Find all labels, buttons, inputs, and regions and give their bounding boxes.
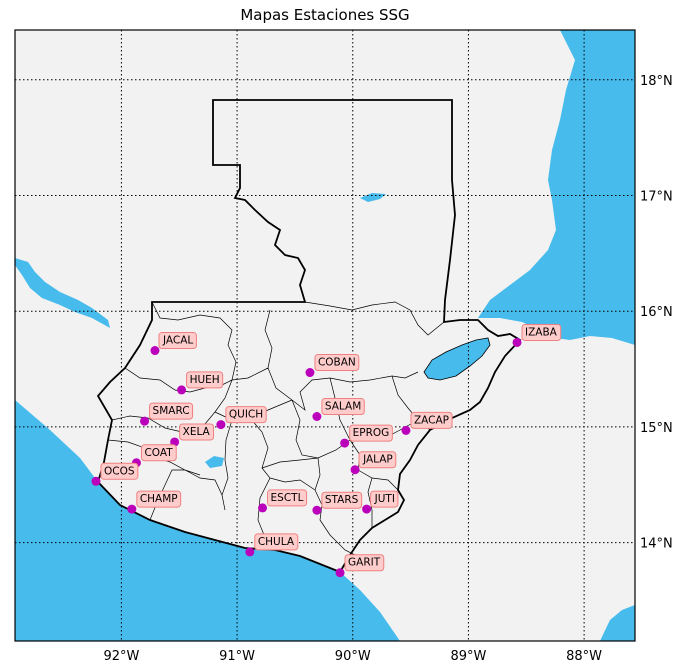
station-label-box — [344, 554, 385, 572]
station-marker[interactable] — [340, 438, 350, 448]
station-label: QUICH — [229, 409, 263, 421]
station-marker[interactable] — [312, 505, 322, 515]
pacific-ocean — [15, 400, 400, 641]
station-label-box — [321, 491, 363, 509]
guatemala-border — [96, 99, 522, 574]
station-label-box — [410, 411, 453, 429]
station-label-box — [321, 398, 365, 416]
lat-tick-label: 16°N — [640, 305, 673, 320]
station-marker[interactable] — [216, 420, 226, 430]
station-label: COBAN — [318, 357, 356, 369]
station-label: ESCTL — [271, 492, 304, 504]
station-label-box — [254, 533, 299, 551]
station-label-box — [267, 489, 308, 507]
station-champ[interactable]: CHAMP — [127, 490, 182, 514]
station-marker[interactable] — [258, 503, 268, 513]
station-marker[interactable] — [140, 416, 150, 426]
station-marker[interactable] — [512, 337, 522, 347]
station-hueh[interactable]: HUEH — [177, 371, 224, 395]
station-xela[interactable]: XELA — [170, 423, 215, 447]
station-label: XELA — [183, 426, 211, 438]
station-label-box — [349, 424, 393, 442]
caribbean-sea — [478, 30, 635, 345]
station-label-box — [179, 423, 215, 441]
station-marker[interactable] — [150, 346, 160, 356]
station-label-box — [358, 451, 397, 469]
station-marker[interactable] — [335, 568, 345, 578]
station-coban[interactable]: COBAN — [305, 354, 360, 378]
station-marker[interactable] — [350, 465, 360, 475]
station-stars[interactable]: STARS — [312, 491, 363, 515]
lake-izabal — [423, 337, 491, 381]
station-label: HUEH — [190, 374, 220, 386]
station-label-box — [225, 406, 267, 424]
station-garit[interactable]: GARIT — [335, 554, 385, 578]
tick-labels: 92°W 91°W 90°W 89°W 88°W 18°N 17°N 16°N 15°N 14°N — [103, 74, 672, 664]
station-label-box — [186, 371, 224, 389]
water-southeast — [600, 605, 635, 641]
station-quich[interactable]: QUICH — [216, 406, 267, 430]
station-label: CHULA — [258, 536, 295, 548]
station-marker[interactable] — [362, 504, 372, 514]
station-marker[interactable] — [401, 425, 411, 435]
station-izaba[interactable]: IZABA — [512, 323, 562, 347]
station-label-box — [140, 444, 177, 462]
station-label: OCOS — [104, 465, 135, 477]
lon-tick-label: 89°W — [450, 649, 486, 664]
station-marker[interactable] — [245, 547, 255, 557]
station-label: JALAP — [362, 454, 393, 466]
station-marker[interactable] — [170, 437, 180, 447]
station-label-box — [521, 323, 562, 341]
station-coat[interactable]: COAT — [131, 444, 177, 468]
station-marker[interactable] — [177, 385, 187, 395]
lon-tick-label: 90°W — [335, 649, 371, 664]
station-chula[interactable]: CHULA — [245, 533, 299, 557]
station-smarc[interactable]: SMARC — [140, 402, 194, 426]
station-label-box — [314, 354, 360, 372]
station-marker[interactable] — [312, 412, 322, 422]
station-label-box — [136, 490, 182, 508]
lon-tick-label: 91°W — [219, 649, 255, 664]
station-label: EPROG — [353, 427, 390, 439]
station-label-box — [149, 402, 194, 420]
station-label: COAT — [144, 447, 173, 459]
lat-tick-label: 18°N — [640, 74, 673, 89]
lat-tick-label: 14°N — [640, 537, 673, 552]
station-marker[interactable] — [305, 368, 315, 378]
station-marker[interactable] — [127, 504, 137, 514]
station-esctl[interactable]: ESCTL — [258, 489, 308, 513]
station-jalap[interactable]: JALAP — [350, 451, 397, 475]
station-label: JUTI — [374, 493, 395, 505]
station-label: JACAL — [162, 335, 193, 347]
station-label: SALAM — [325, 401, 361, 413]
station-juti[interactable]: JUTI — [362, 490, 399, 514]
lat-tick-label: 15°N — [640, 421, 673, 436]
station-label: SMARC — [153, 405, 190, 417]
station-label: GARIT — [348, 557, 381, 569]
station-label-box — [370, 490, 399, 508]
station-jacal[interactable]: JACAL — [150, 332, 197, 356]
water-northwest — [15, 258, 110, 328]
station-label-box — [158, 332, 197, 350]
station-zacap[interactable]: ZACAP — [401, 411, 453, 435]
station-label-box — [100, 462, 139, 480]
map-frame — [14, 29, 636, 642]
station-label: CHAMP — [140, 493, 178, 505]
lat-tick-label: 17°N — [640, 189, 673, 204]
station-ocos[interactable]: OCOS — [91, 462, 139, 486]
map-title: Mapas Estaciones SSG — [240, 6, 410, 24]
gridlines — [15, 30, 635, 641]
lon-tick-label: 88°W — [566, 649, 602, 664]
lake-atitlan — [205, 456, 224, 468]
station-label: ZACAP — [414, 414, 449, 426]
station-label: STARS — [325, 494, 359, 506]
station-marker[interactable] — [91, 476, 101, 486]
stations-layer: JACAL HUEH COBAN IZABA SMARC QUICH SALAM ZACAP X… — [91, 323, 562, 578]
lon-tick-label: 92°W — [103, 649, 139, 664]
station-label: IZABA — [525, 326, 558, 338]
station-eprog[interactable]: EPROG — [340, 424, 393, 448]
station-salam[interactable]: SALAM — [312, 398, 365, 422]
